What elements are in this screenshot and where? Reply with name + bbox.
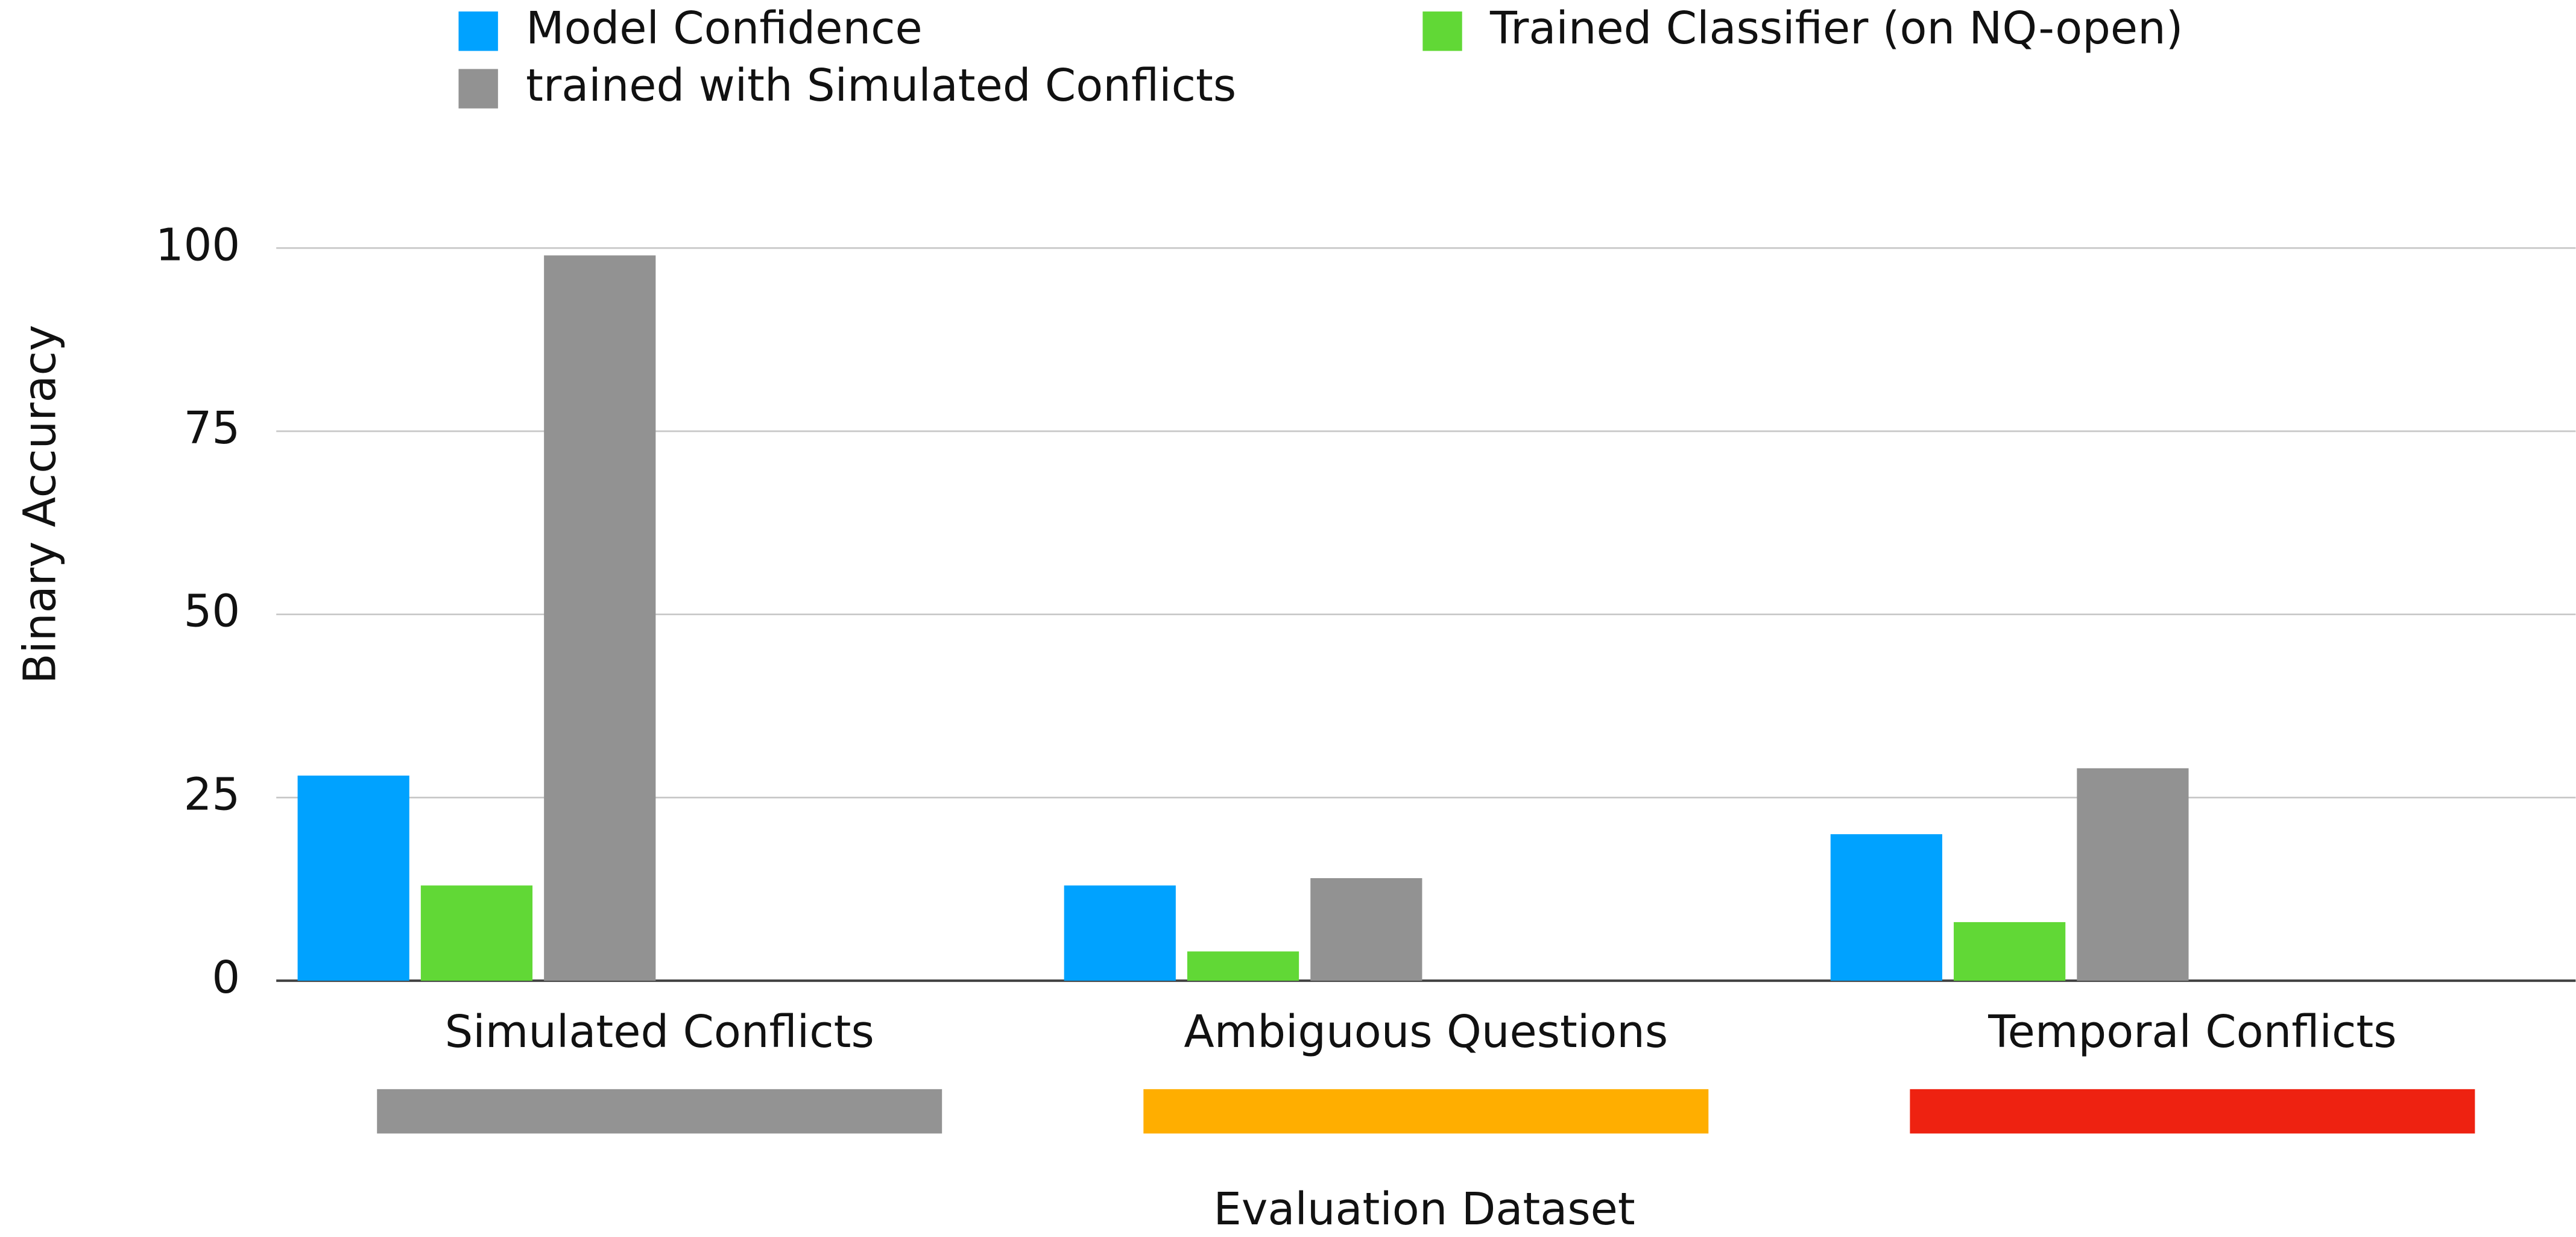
legend-swatch <box>458 11 498 51</box>
x-tick-label: Simulated Conflicts <box>445 1007 874 1058</box>
x-tick-label: Ambiguous Questions <box>1184 1007 1668 1058</box>
bar <box>420 885 533 981</box>
legend-label: Trained Classifier (on NQ-open) <box>1489 3 2183 54</box>
bar <box>1830 834 1942 981</box>
legend-swatch <box>458 69 498 109</box>
y-tick-label: 75 <box>184 403 241 454</box>
category-strip <box>377 1089 942 1134</box>
x-tick-label: Temporal Conflicts <box>1987 1007 2396 1058</box>
y-tick-label: 50 <box>184 586 241 637</box>
bar <box>1187 951 1299 981</box>
category-strip <box>1910 1089 2475 1134</box>
bar <box>1310 878 1422 981</box>
y-axis-label: Binary Accuracy <box>14 325 66 684</box>
bar <box>297 775 409 981</box>
category-strip <box>1143 1089 1709 1134</box>
legend-label: Model Confidence <box>526 3 923 54</box>
bar <box>1954 922 2066 981</box>
y-tick-label: 25 <box>184 769 241 820</box>
bar <box>1064 885 1176 981</box>
y-tick-label: 100 <box>156 220 240 271</box>
legend-swatch <box>1422 11 1462 51</box>
bar <box>2077 768 2189 981</box>
y-tick-label: 0 <box>212 952 240 1004</box>
legend-label: trained with Simulated Conflicts <box>526 60 1236 112</box>
x-axis-label: Evaluation Dataset <box>1213 1184 1635 1235</box>
bar <box>544 255 656 981</box>
